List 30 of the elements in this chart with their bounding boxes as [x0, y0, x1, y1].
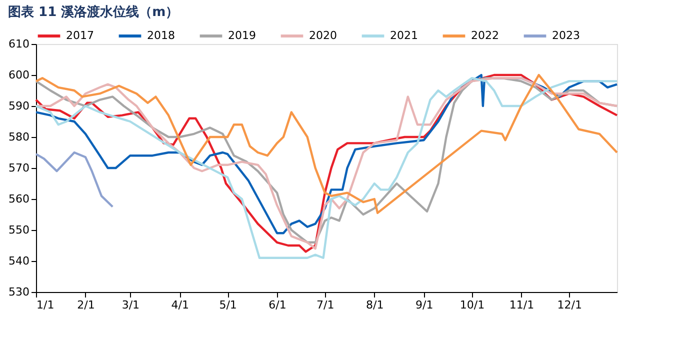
- x-tick-label: 8/1: [366, 298, 384, 312]
- y-tick-label: 590: [8, 100, 30, 112]
- y-tick-label: 580: [8, 130, 30, 144]
- x-tick-label: 1/1: [36, 298, 54, 312]
- legend-label: 2017: [66, 29, 94, 42]
- y-tick-label: 550: [8, 224, 30, 236]
- y-tick-label: 530: [8, 286, 30, 298]
- legend-label: 2018: [147, 29, 175, 42]
- line-series: [34, 151, 114, 208]
- y-tick-label: 560: [8, 192, 30, 206]
- x-tick-label: 5/1: [219, 298, 237, 312]
- chart-title: 图表 11 溪洛渡水位线（m）: [8, 4, 179, 20]
- x-tick-label: 12/1: [557, 298, 582, 312]
- legend-label: 2019: [228, 29, 256, 42]
- x-tick-label: 10/1: [460, 298, 485, 312]
- x-tick-label: 3/1: [122, 298, 140, 312]
- legend-label: 2021: [390, 29, 418, 42]
- y-tick-label: 610: [8, 38, 30, 50]
- legend-label: 2020: [309, 29, 337, 42]
- legend-label: 2022: [471, 29, 499, 42]
- x-tick-label: 4/1: [171, 298, 190, 312]
- y-tick-label: 540: [8, 254, 30, 268]
- x-tick-label: 6/1: [268, 298, 286, 312]
- y-tick-label: 570: [8, 162, 30, 174]
- x-tick-label: 7/1: [316, 298, 334, 312]
- x-tick-label: 9/1: [416, 298, 434, 312]
- x-tick-label: 11/1: [509, 298, 534, 312]
- legend-label: 2023: [552, 29, 580, 42]
- x-tick-label: 2/1: [77, 298, 95, 312]
- y-tick-label: 600: [8, 68, 30, 82]
